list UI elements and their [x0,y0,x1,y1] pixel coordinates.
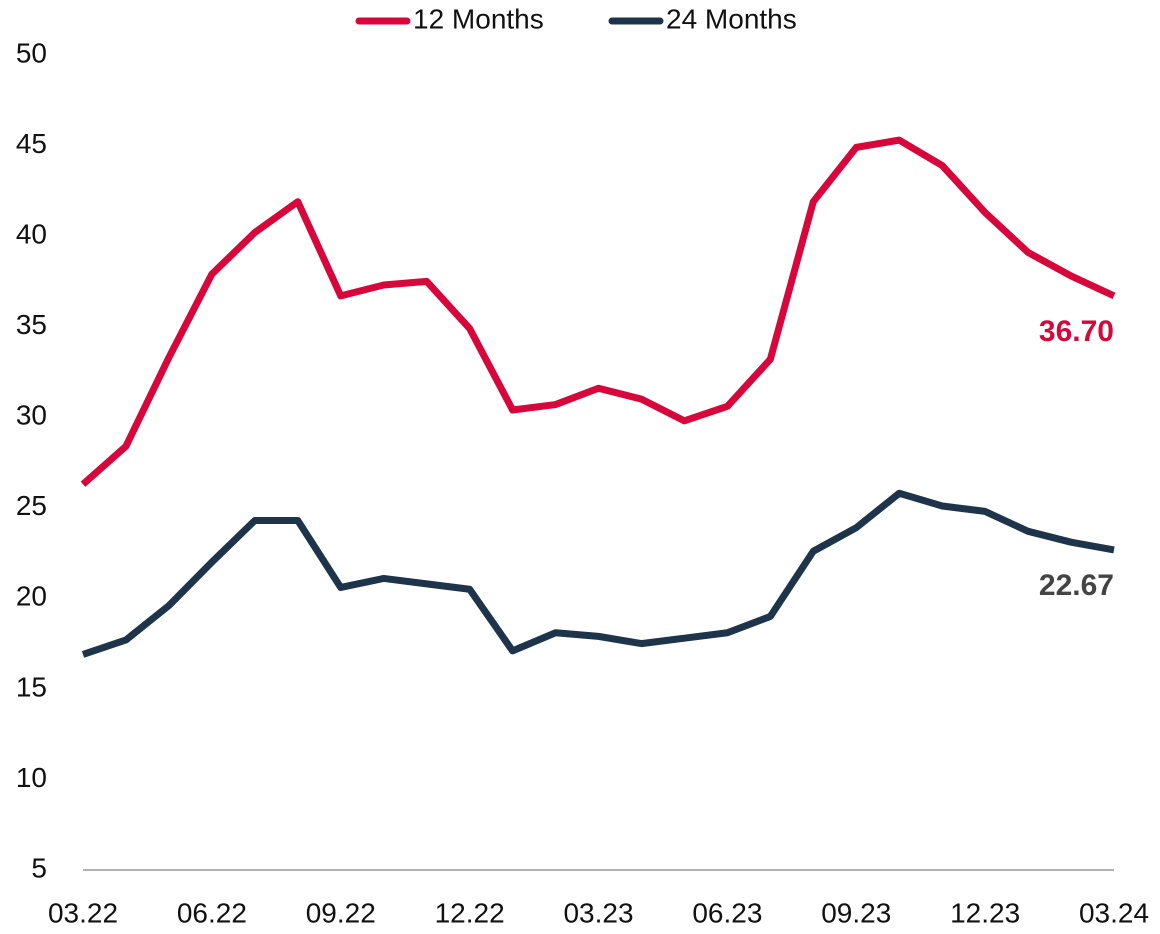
end-value-label: 36.70 [1039,315,1114,348]
y-tick-label: 25 [16,490,47,521]
x-tick-label: 03.24 [1079,897,1149,928]
series-line [81,489,1115,658]
x-tick-label: 06.22 [177,897,247,928]
legend-label: 12 Months [413,3,544,34]
y-tick-label: 20 [16,581,47,612]
y-tick-label: 35 [16,309,47,340]
x-tick-label: 12.22 [435,897,505,928]
x-tick-label: 09.23 [821,897,891,928]
y-tick-label: 10 [16,762,47,793]
x-tick-label: 09.22 [306,897,376,928]
x-tick-label: 03.22 [48,897,118,928]
series-line [80,136,1116,487]
y-tick-label: 50 [16,37,47,68]
y-tick-label: 40 [16,219,47,250]
end-value-label: 22.67 [1039,569,1114,602]
y-tick-label: 30 [16,400,47,431]
y-tick-label: 45 [16,128,47,159]
x-tick-label: 12.23 [950,897,1020,928]
y-tick-label: 5 [31,852,47,883]
x-tick-label: 03.23 [563,897,633,928]
legend-label: 24 Months [666,3,797,34]
x-tick-label: 06.23 [692,897,762,928]
y-tick-label: 15 [16,671,47,702]
